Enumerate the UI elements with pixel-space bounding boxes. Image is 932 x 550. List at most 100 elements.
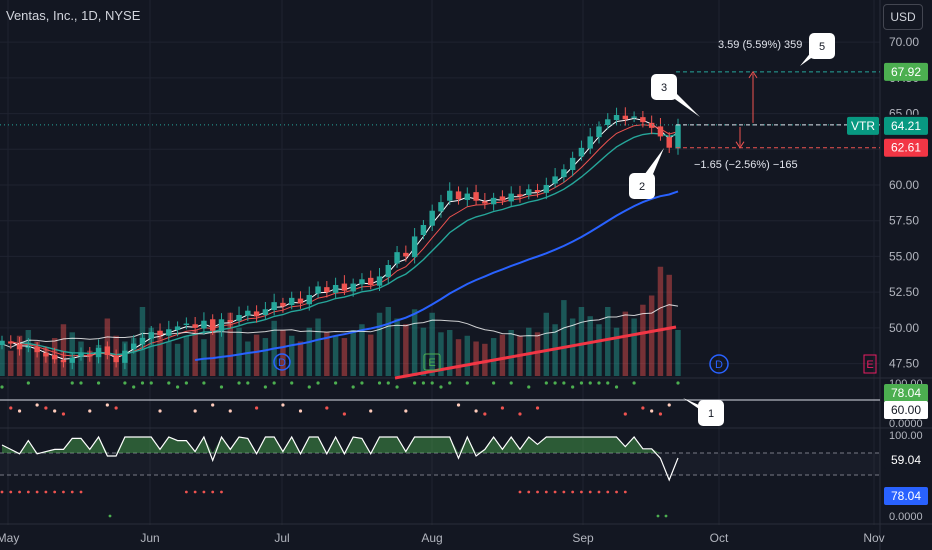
volume-bar: [368, 334, 374, 376]
ind1-value-tag-bg: [884, 384, 928, 402]
volume-bar: [359, 324, 365, 376]
indicator1-dot: [448, 381, 452, 385]
candle-body: [209, 319, 216, 331]
indicator2-dot: [656, 514, 660, 518]
indicator-pane-2: [0, 435, 880, 518]
indicator1-dot: [465, 381, 469, 385]
indicator1-dot: [140, 381, 145, 385]
volume-bar: [280, 330, 286, 376]
indicator1-dot: [606, 381, 610, 385]
volume-bar: [587, 316, 593, 376]
currency-button[interactable]: USD: [883, 4, 923, 30]
indicator1-dot: [377, 381, 382, 385]
candle-body: [0, 340, 5, 345]
indicator2-dot: [615, 490, 618, 494]
symbol-tag-bg: [847, 116, 879, 135]
volume-bar: [218, 332, 225, 376]
candle-body: [368, 277, 374, 285]
price-tick-label: 70.00: [889, 35, 919, 49]
volume-bar: [60, 324, 67, 376]
candle-body: [464, 193, 471, 200]
volume-bar: [87, 350, 93, 376]
candle-body: [578, 147, 585, 157]
volume-bar: [16, 335, 23, 376]
volume-bar: [613, 327, 620, 376]
indicator1-dot: [474, 409, 478, 413]
chart-title: Ventas, Inc., 1D, NYSE: [6, 8, 141, 23]
indicator1-dot: [237, 381, 241, 385]
candle-body: [315, 286, 321, 294]
ind2-axis-top: 100.00: [889, 430, 923, 442]
earnings-marker: [423, 353, 441, 371]
time-tick-label: Nov: [863, 531, 884, 545]
candle-body: [648, 122, 655, 128]
volume-bar: [25, 330, 32, 376]
lower-target-tag-bg: [884, 138, 928, 157]
measure-up-label: 3.59 (5.59%) 359: [718, 39, 802, 51]
candle-body: [517, 194, 523, 197]
callout-label: 1: [708, 408, 714, 420]
ind1-value-tag: 78.04: [891, 386, 921, 400]
indicator1-dot: [404, 409, 408, 413]
indicator1-dot: [70, 381, 74, 385]
volume-bar: [0, 343, 5, 376]
candle-body: [605, 119, 611, 125]
candle-body: [306, 295, 312, 305]
volume-bar: [526, 327, 532, 376]
indicator1-dot: [0, 385, 4, 389]
volume-bar: [341, 338, 348, 376]
event-marker-label: D: [278, 357, 286, 369]
volume-bar: [385, 307, 392, 376]
indicator1-dot: [413, 381, 417, 385]
indicator1-dot: [254, 406, 259, 410]
candle-body: [51, 355, 58, 360]
callout-annotations: 5 3 2 1: [629, 33, 835, 426]
moving-averages: [1, 117, 679, 380]
time-axis[interactable]: May Jun Jul Aug Sep Oct Nov: [0, 531, 885, 545]
volume-bar: [297, 341, 304, 376]
indicator1-dot: [518, 412, 522, 416]
indicator1-dot: [334, 381, 338, 385]
candle-body: [16, 344, 23, 350]
candle-body: [95, 347, 102, 358]
volume-bar: [306, 327, 312, 376]
candle-body: [262, 309, 269, 315]
volume-bar: [315, 318, 321, 376]
indicator1-dot: [676, 381, 680, 385]
upper-target-tag: 67.92: [891, 65, 921, 79]
indicator1-dot: [132, 385, 136, 389]
indicator1-dot: [483, 412, 487, 416]
volume-bar: [166, 341, 172, 376]
indicator1-dot: [342, 412, 346, 416]
indicator1-dot: [351, 385, 355, 389]
indicator2-dot: [211, 490, 215, 494]
candle-body: [183, 323, 190, 325]
indicator1-dot: [26, 381, 30, 385]
indicator2-dot: [544, 490, 548, 494]
measure-tool[interactable]: 3.59 (5.59%) 359 −1.65 (−2.56%) −165: [0, 39, 880, 171]
volume-ma-line: [1, 304, 679, 348]
candle-body: [359, 279, 365, 285]
indicator1-dot: [281, 403, 285, 407]
candle-body: [104, 346, 111, 355]
volume-bar: [201, 339, 207, 376]
candle-body: [411, 236, 418, 258]
volume-bar: [253, 334, 260, 376]
indicator2-line: [1, 435, 679, 482]
candle-body: [482, 201, 488, 204]
volume-bar: [209, 324, 216, 376]
price-axis[interactable]: 70.0067.5065.0062.5060.0057.5055.0052.50…: [847, 35, 928, 523]
candle-body: [157, 330, 163, 335]
volume-bar: [262, 338, 269, 376]
indicator1-dot: [202, 381, 206, 385]
indicator1-dot: [325, 406, 329, 410]
indicator1-dot: [456, 403, 461, 407]
indicator1-dot: [158, 409, 162, 413]
indicator1-dot: [667, 403, 671, 407]
candle-body: [403, 252, 409, 257]
indicator2-dot: [527, 490, 531, 494]
volume-bar: [464, 335, 471, 376]
candle-body: [69, 357, 75, 363]
